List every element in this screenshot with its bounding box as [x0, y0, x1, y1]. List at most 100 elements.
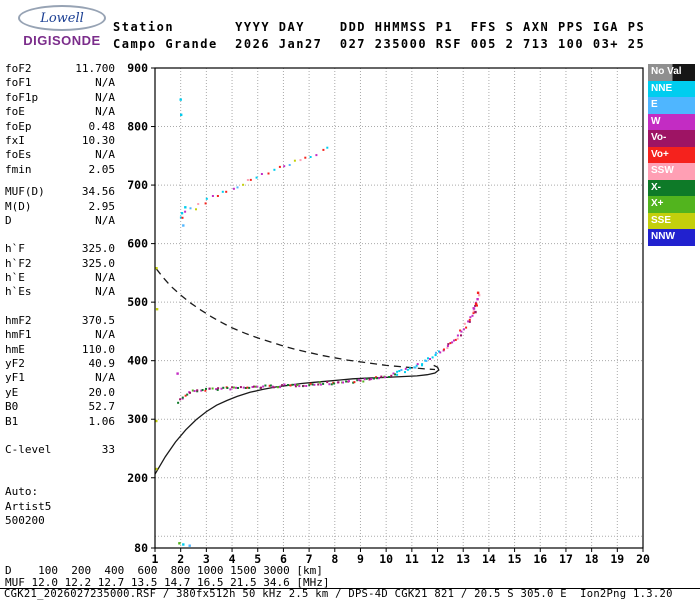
x-tick-label: 10 — [379, 552, 393, 566]
param-fmin: fmin 2.05 — [5, 163, 115, 177]
param-h-es: h`Es N/A — [5, 285, 115, 299]
param-value: N/A — [95, 371, 115, 385]
legend-no-val: No Val — [648, 64, 695, 81]
chart-grid — [155, 68, 643, 548]
param-label: C-level — [5, 442, 52, 456]
param-label: h`F2 — [5, 256, 32, 270]
param-label: foF2 — [5, 62, 32, 75]
legend-ssw: SSW — [648, 163, 695, 180]
x-tick-label: 3 — [203, 552, 210, 566]
x-tick-label: 5 — [254, 552, 261, 566]
param-label: foF1 — [5, 76, 32, 90]
param-fxi: fxI 10.30 — [5, 134, 115, 148]
param-500200: 500200 — [5, 514, 45, 528]
y-tick-label: 400 — [127, 354, 148, 368]
param-value: 2.95 — [88, 199, 116, 213]
x-tick-label: 2 — [177, 552, 184, 566]
legend-x-: X- — [648, 179, 695, 196]
param-label: fxI — [5, 133, 25, 147]
x-tick-label: 1 — [152, 552, 159, 566]
param-foep: foEp 0.48 — [5, 120, 115, 134]
legend-e: E — [648, 97, 695, 114]
param-yf1: yF1 N/A — [5, 371, 115, 385]
station-header-values: Campo Grande 2026 Jan27 027 235000 RSF 0… — [113, 37, 646, 51]
param-hme: hmE 110.0 — [5, 343, 115, 357]
param-label: MUF(D) — [5, 185, 45, 199]
direction-legend: No Val NNE E W Vo- Vo+ SSW X- X+ SSE NNW — [648, 64, 695, 246]
parameter-panel: foF2 11.700 foF1 N/A foF1p N/A foE N/A foEp 0.48 f… — [5, 62, 115, 543]
param-value: 2.05 — [88, 162, 116, 176]
x-tick-label: 16 — [533, 552, 547, 566]
param-value: N/A — [95, 213, 115, 227]
ionogram-chart: 1 2 3 4 5 6 7 8 9 10 11 12 13 14 15 16 17 18 19 20900800700… — [127, 61, 650, 566]
param-group-1: MUF(D) 34.56 M(D) 2.95 D N/A — [5, 185, 115, 228]
x-tick-label: 12 — [431, 552, 445, 566]
param-label: foEs — [5, 148, 32, 162]
echo-traces — [155, 98, 481, 547]
x-tick-label: 6 — [280, 552, 287, 566]
y-tick-label: 700 — [127, 178, 148, 192]
param-value: N/A — [95, 271, 115, 285]
muf-row: MUF 12.0 12.2 12.7 13.5 14.7 16.5 21.5 3… — [5, 576, 330, 589]
y-tick-label: 300 — [127, 412, 148, 426]
param-label: yF1 — [5, 371, 25, 385]
param-group-4: C-level 33 — [5, 443, 115, 457]
x-tick-label: 9 — [357, 552, 364, 566]
param-fof1: foF1 N/A — [5, 76, 115, 90]
param-label: fmin — [5, 162, 32, 176]
x-tick-label: 8 — [331, 552, 338, 566]
param-label: yE — [5, 385, 19, 399]
param-hmf2: hmF2 370.5 — [5, 314, 115, 328]
x-tick-label: 14 — [482, 552, 496, 566]
param-value: N/A — [95, 105, 115, 119]
y-tick-label: 500 — [127, 295, 148, 309]
param-b1: B1 1.06 — [5, 415, 115, 429]
param-artist5: Artist5 — [5, 499, 52, 513]
param-group-2: h`F 325.0 h`F2 325.0 h`E N/A h`Es N/A — [5, 242, 115, 300]
param-label: yF2 — [5, 357, 25, 371]
y-tick-label: 200 — [127, 471, 148, 485]
x-tick-label: 19 — [610, 552, 624, 566]
param-value: N/A — [95, 285, 115, 299]
param-value: 33 — [101, 442, 115, 456]
param-h-f: h`F 325.0 — [5, 242, 115, 256]
param-value: 11.700 — [75, 62, 115, 75]
param-auto: Auto: — [5, 485, 39, 499]
param-yf2: yF2 40.9 — [5, 357, 115, 371]
axis-labels: 1 2 3 4 5 6 7 8 9 10 11 12 13 14 15 16 17 18 19 20900800700… — [127, 61, 650, 566]
param-value: 40.9 — [88, 357, 116, 371]
param-value: 1.06 — [88, 414, 116, 428]
param-label: h`F — [5, 242, 25, 256]
param-label: h`Es — [5, 285, 32, 299]
curve-true-height-profile — [154, 364, 440, 475]
y-tick-label: 600 — [127, 237, 148, 251]
legend-sse: SSE — [648, 212, 695, 229]
param-label: foE — [5, 105, 25, 119]
param-foes: foEs N/A — [5, 148, 115, 162]
param-label: D — [5, 213, 12, 227]
status-bar: CGK21_2026027235000.RSF / 380fx512h 50 k… — [0, 588, 700, 600]
x-tick-label: 15 — [508, 552, 522, 566]
y-tick-label: 900 — [127, 61, 148, 75]
param-value: 10.30 — [81, 133, 115, 147]
param-fof2: foF2 11.700 — [5, 62, 115, 76]
param-value: N/A — [95, 148, 115, 162]
x-tick-label: 20 — [636, 552, 650, 566]
distance-row: D 100 200 400 600 800 1000 1500 3000 [km… — [5, 564, 323, 577]
param-group-0: foF2 11.700 foF1 N/A foF1p N/A foE N/A foEp 0.48 f… — [5, 62, 115, 177]
param-h-f2: h`F2 325.0 — [5, 257, 115, 271]
param-group-5: Auto: Artist5 500200 — [5, 485, 115, 528]
x-tick-label: 17 — [559, 552, 573, 566]
param-label: h`E — [5, 271, 25, 285]
status-text: CGK21_2026027235000.RSF / 380fx512h 50 k… — [4, 588, 673, 600]
curve-extrapolated-topside — [155, 268, 436, 371]
legend-x+: X+ — [648, 196, 695, 213]
x-tick-label: 4 — [229, 552, 236, 566]
y-tick-label: 80 — [134, 541, 148, 555]
legend-vo-: Vo- — [648, 130, 695, 147]
param-label: B0 — [5, 400, 19, 414]
lowell-logo-oval: Lowell — [18, 5, 106, 31]
param-group-3: hmF2 370.5 hmF1 N/A hmE 110.0 yF2 40.9 yF1 N/A yE 2… — [5, 314, 115, 429]
param-value: 20.0 — [88, 385, 116, 399]
param-value: 34.56 — [81, 185, 115, 199]
